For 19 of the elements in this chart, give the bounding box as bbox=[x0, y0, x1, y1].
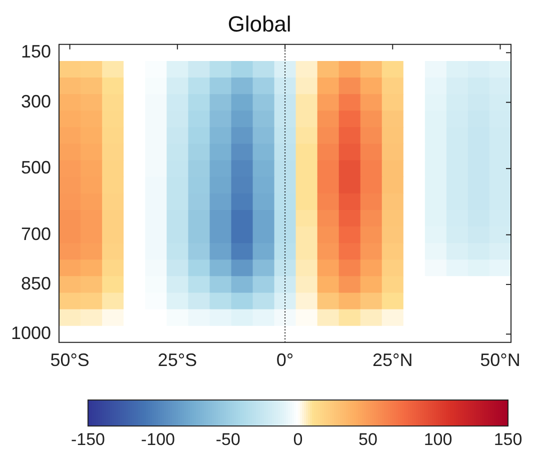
color-bar-label: 0 bbox=[293, 430, 303, 450]
x-tick-label: 0° bbox=[276, 350, 294, 370]
color-bar-label: 100 bbox=[424, 430, 452, 450]
x-tick-label: 50°S bbox=[50, 350, 90, 370]
y-tick-label: 500 bbox=[20, 158, 52, 178]
x-tick-label: 25°N bbox=[372, 350, 413, 370]
y-tick-label: 850 bbox=[20, 273, 52, 294]
y-tick-label: 150 bbox=[20, 42, 52, 62]
chart-title: Global bbox=[228, 11, 292, 36]
y-tick-label: 1000 bbox=[10, 323, 52, 344]
y-tick-label: 700 bbox=[20, 224, 52, 244]
color-bar-label: -100 bbox=[140, 430, 176, 450]
x-tick-label: 25°S bbox=[158, 350, 198, 370]
color-bar-label: 50 bbox=[358, 430, 378, 450]
x-tick-label: 50°N bbox=[480, 350, 520, 370]
y-tick-label: 300 bbox=[20, 91, 52, 112]
color-bar-label: -150 bbox=[70, 430, 106, 450]
color-bar-label: 150 bbox=[494, 430, 522, 450]
color-bar-label: -50 bbox=[216, 430, 240, 450]
